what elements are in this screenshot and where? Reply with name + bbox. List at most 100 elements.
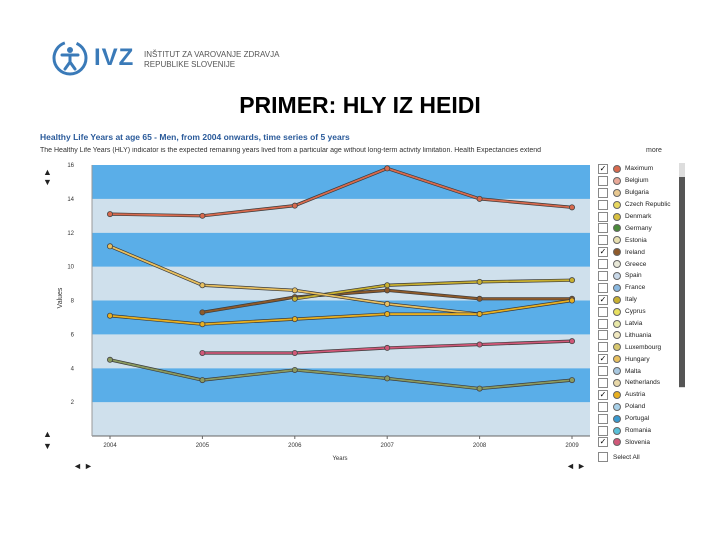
data-point[interactable] (199, 350, 206, 357)
data-point[interactable] (199, 282, 206, 289)
data-point[interactable] (476, 341, 483, 348)
range-left-button[interactable]: ◄ (566, 461, 575, 471)
legend-item-austria[interactable]: ✓ Austria (598, 389, 678, 401)
pan-right-button[interactable]: ► (84, 461, 93, 471)
zoom-up-button[interactable]: ▲ (43, 429, 52, 439)
legend-item-romania[interactable]: Romania (598, 425, 678, 437)
legend-item-portugal[interactable]: Portugal (598, 413, 678, 425)
data-point[interactable] (384, 282, 391, 289)
data-point[interactable] (291, 350, 298, 357)
data-point[interactable] (476, 385, 483, 392)
legend-item-denmark[interactable]: Denmark (598, 211, 678, 223)
legend-checkbox[interactable]: ✓ (598, 354, 608, 365)
data-point[interactable] (107, 211, 114, 218)
legend-item-cyprus[interactable]: Cyprus (598, 306, 678, 318)
legend-checkbox[interactable]: ✓ (598, 163, 608, 174)
legend-checkbox[interactable] (598, 425, 608, 436)
legend-item-hungary[interactable]: ✓ Hungary (598, 353, 678, 365)
zoom-down-button[interactable]: ▼ (43, 441, 52, 451)
legend-item-belgium[interactable]: Belgium (598, 175, 678, 187)
legend-checkbox[interactable] (598, 306, 608, 317)
data-point[interactable] (291, 366, 298, 373)
data-point[interactable] (291, 316, 298, 323)
data-point[interactable] (384, 344, 391, 351)
data-point[interactable] (476, 311, 483, 318)
data-point[interactable] (291, 287, 298, 294)
legend-checkbox[interactable]: ✓ (598, 294, 608, 305)
legend-checkbox[interactable] (598, 235, 608, 246)
scroll-down-button[interactable]: ▼ (43, 177, 52, 187)
legend-checkbox[interactable] (598, 330, 608, 341)
range-right-button[interactable]: ► (577, 461, 586, 471)
data-point[interactable] (569, 338, 576, 345)
data-point[interactable] (569, 377, 576, 384)
data-point[interactable] (291, 295, 298, 302)
legend-checkbox[interactable] (598, 270, 608, 281)
legend-item-netherlands[interactable]: Netherlands (598, 377, 678, 389)
legend-checkbox[interactable] (598, 199, 608, 210)
data-point[interactable] (107, 243, 114, 250)
data-point[interactable] (384, 165, 391, 172)
legend-checkbox[interactable]: ✓ (598, 389, 608, 400)
legend-item-italy[interactable]: ✓ Italy (598, 294, 678, 306)
data-point[interactable] (384, 311, 391, 318)
x-tick-label: 2009 (565, 443, 579, 449)
data-point[interactable] (199, 309, 206, 316)
legend-item-czech-republic[interactable]: Czech Republic (598, 199, 678, 211)
legend-checkbox[interactable] (598, 401, 608, 412)
data-point[interactable] (476, 295, 483, 302)
select-all-checkbox[interactable] (598, 452, 608, 462)
legend-scroll-thumb[interactable] (679, 177, 685, 387)
legend-label: Germany (625, 224, 652, 232)
legend-item-malta[interactable]: Malta (598, 365, 678, 377)
legend-checkbox[interactable]: ✓ (598, 247, 608, 258)
legend-checkbox[interactable] (598, 413, 608, 424)
series-color-swatch (613, 343, 621, 352)
legend-checkbox[interactable] (598, 342, 608, 353)
legend-checkbox[interactable] (598, 377, 608, 388)
legend-item-greece[interactable]: Greece (598, 258, 678, 270)
scroll-up-button[interactable]: ▲ (43, 167, 52, 177)
legend-item-germany[interactable]: Germany (598, 222, 678, 234)
legend-checkbox[interactable]: ✓ (598, 437, 608, 448)
legend-checkbox[interactable] (598, 318, 608, 329)
more-link[interactable]: more (646, 147, 662, 154)
legend-item-estonia[interactable]: Estonia (598, 234, 678, 246)
data-point[interactable] (291, 202, 298, 209)
legend-label: France (625, 284, 646, 292)
legend-item-ireland[interactable]: ✓ Ireland (598, 246, 678, 258)
data-point[interactable] (476, 195, 483, 202)
legend-item-slovenia[interactable]: ✓ Slovenia (598, 436, 678, 448)
data-point[interactable] (199, 377, 206, 384)
legend-item-france[interactable]: France (598, 282, 678, 294)
legend-item-lithuania[interactable]: Lithuania (598, 329, 678, 341)
legend-checkbox[interactable] (598, 175, 608, 186)
legend-item-bulgaria[interactable]: Bulgaria (598, 187, 678, 199)
legend-scrollbar[interactable] (679, 163, 685, 388)
data-point[interactable] (569, 277, 576, 284)
legend-checkbox[interactable] (598, 366, 608, 377)
data-point[interactable] (384, 300, 391, 307)
legend-label: Luxembourg (625, 343, 662, 351)
data-point[interactable] (476, 278, 483, 285)
select-all-option[interactable]: Select All (598, 452, 640, 462)
pan-left-button[interactable]: ◄ (73, 461, 82, 471)
legend-item-spain[interactable]: Spain (598, 270, 678, 282)
data-point[interactable] (199, 212, 206, 219)
legend-checkbox[interactable] (598, 223, 608, 234)
legend-item-luxembourg[interactable]: Luxembourg (598, 341, 678, 353)
data-point[interactable] (384, 375, 391, 382)
legend-item-latvia[interactable]: Latvia (598, 318, 678, 330)
data-point[interactable] (107, 312, 114, 319)
legend-item-poland[interactable]: Poland (598, 401, 678, 413)
legend-checkbox[interactable] (598, 187, 608, 198)
data-point[interactable] (569, 204, 576, 211)
legend-checkbox[interactable] (598, 282, 608, 293)
legend-item-maximum[interactable]: ✓ Maximum (598, 163, 678, 175)
legend-checkbox[interactable] (598, 259, 608, 270)
data-point[interactable] (199, 321, 206, 328)
data-point[interactable] (384, 287, 391, 294)
data-point[interactable] (569, 297, 576, 304)
legend-checkbox[interactable] (598, 211, 608, 222)
data-point[interactable] (107, 356, 114, 363)
